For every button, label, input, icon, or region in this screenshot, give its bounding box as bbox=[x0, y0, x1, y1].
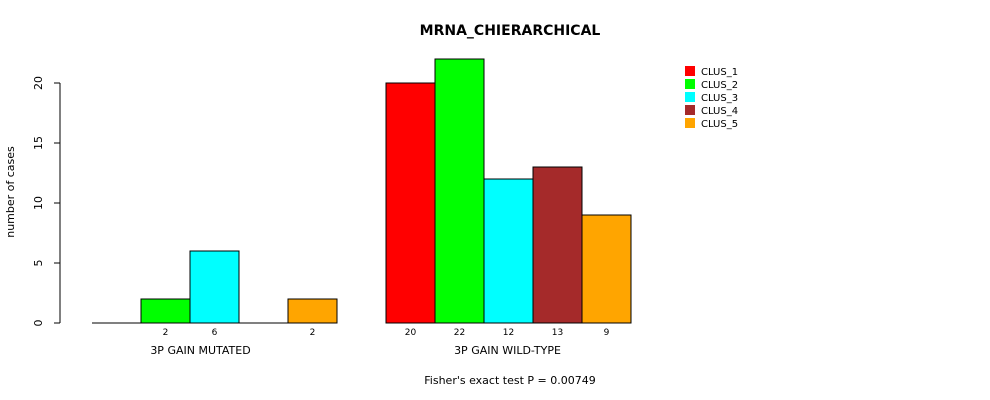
y-axis-title: number of cases bbox=[4, 146, 17, 238]
bar-clus-5-group-1 bbox=[287, 298, 338, 324]
count-label: 2 bbox=[163, 328, 169, 338]
count-label: 9 bbox=[604, 328, 610, 338]
count-label: 22 bbox=[454, 328, 465, 338]
legend-swatch-clus-2 bbox=[685, 79, 695, 89]
legend-label-clus-1: CLUS_1 bbox=[701, 67, 738, 78]
y-tick-label: 15 bbox=[32, 136, 45, 150]
bars bbox=[92, 58, 632, 324]
bar-clus-3-group-1 bbox=[189, 250, 240, 324]
bar-clus-3-group-2 bbox=[483, 178, 534, 324]
legend-swatch-clus-5 bbox=[685, 118, 695, 128]
group-label-1: 3P GAIN MUTATED bbox=[150, 344, 250, 357]
legend: CLUS_1 CLUS_2 CLUS_3 CLUS_4 CLUS_5 bbox=[685, 66, 738, 130]
count-label: 2 bbox=[310, 328, 316, 338]
count-label: 6 bbox=[212, 328, 218, 338]
y-tick-label: 5 bbox=[32, 260, 45, 267]
legend-swatch-clus-3 bbox=[685, 92, 695, 102]
y-tick-label: 10 bbox=[32, 196, 45, 210]
y-axis: 0 5 10 15 20 bbox=[32, 76, 61, 327]
group-label-2: 3P GAIN WILD-TYPE bbox=[454, 344, 561, 357]
count-labels: 2 6 2 20 22 12 13 9 bbox=[163, 328, 610, 338]
bar-clus-5-group-2 bbox=[581, 214, 632, 324]
group-labels: 3P GAIN MUTATED 3P GAIN WILD-TYPE bbox=[150, 344, 561, 357]
count-label: 20 bbox=[405, 328, 417, 338]
legend-swatch-clus-1 bbox=[685, 66, 695, 76]
y-tick-label: 20 bbox=[32, 76, 45, 90]
count-label: 12 bbox=[503, 328, 514, 338]
legend-swatch-clus-4 bbox=[685, 105, 695, 115]
bar-clus-4-group-2 bbox=[532, 166, 583, 324]
legend-label-clus-5: CLUS_5 bbox=[701, 119, 738, 130]
bar-clus-1-group-2 bbox=[385, 82, 436, 324]
fisher-test-annotation: Fisher's exact test P = 0.00749 bbox=[424, 374, 595, 387]
y-tick-label: 0 bbox=[32, 320, 45, 327]
chart-title: MRNA_CHIERARCHICAL bbox=[420, 23, 601, 39]
legend-label-clus-3: CLUS_3 bbox=[701, 93, 738, 104]
bar-clus-2-group-1 bbox=[140, 298, 191, 324]
legend-label-clus-4: CLUS_4 bbox=[701, 106, 738, 117]
bar-clus-2-group-2 bbox=[434, 58, 485, 324]
count-label: 13 bbox=[552, 328, 563, 338]
legend-label-clus-2: CLUS_2 bbox=[701, 80, 738, 91]
